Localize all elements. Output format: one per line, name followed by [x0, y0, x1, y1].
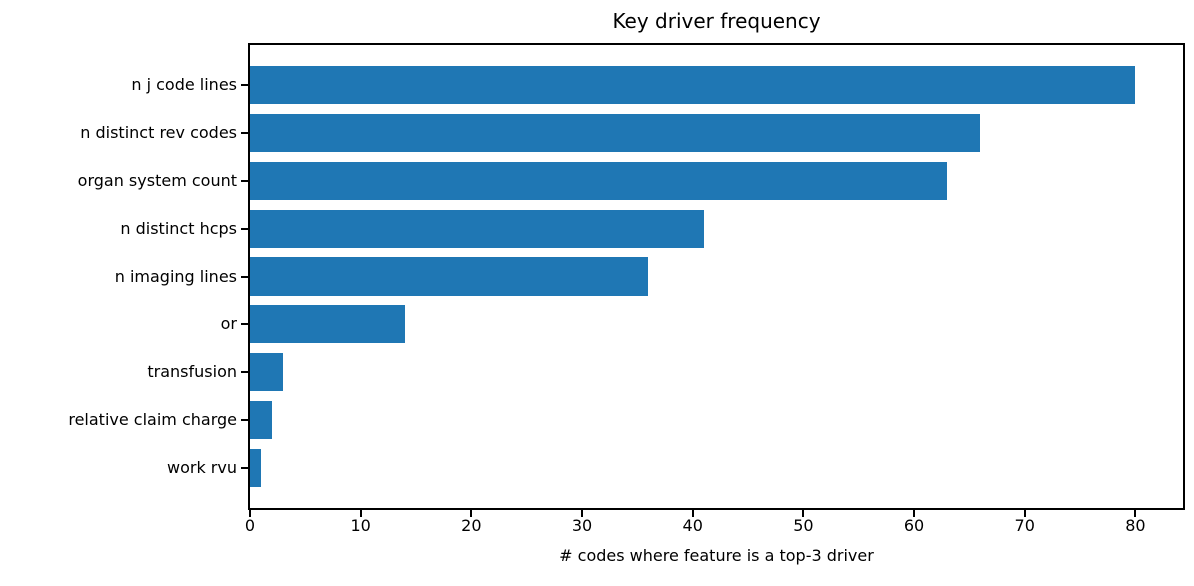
chart-title: Key driver frequency [612, 9, 821, 33]
x-tick-mark [470, 510, 473, 517]
x-tick-label: 80 [1125, 516, 1146, 535]
x-tick-mark [802, 510, 805, 517]
y-tick-mark [241, 84, 248, 87]
bar-n-distinct-rev-codes [250, 113, 981, 153]
x-tick-mark [1023, 510, 1026, 517]
x-tick-mark [359, 510, 362, 517]
bar-n-j-code-lines [250, 66, 1136, 105]
right-spine [1183, 43, 1185, 510]
y-tick-label: n distinct hcps [120, 218, 237, 238]
bar-transfusion [250, 353, 284, 392]
x-tick-mark [581, 510, 584, 517]
bar-n-imaging-lines [250, 257, 649, 296]
y-tick-label: organ system count [77, 170, 237, 190]
x-tick-label: 60 [903, 516, 925, 535]
x-tick-label: 40 [682, 516, 703, 535]
y-tick-label: n distinct rev codes [80, 123, 237, 142]
y-tick-mark [241, 132, 248, 134]
y-tick-label: or [220, 314, 237, 334]
y-tick-mark [241, 179, 248, 182]
x-tick-mark [913, 510, 916, 517]
y-tick-label: relative claim charge [68, 409, 237, 429]
x-tick-mark [249, 510, 251, 517]
x-tick-label: 70 [1014, 516, 1035, 535]
y-tick-label: transfusion [147, 362, 237, 382]
plot-area: n j code lines n distinct rev codes organ … [68, 43, 1185, 535]
y-tick-label: n j code lines [131, 75, 237, 95]
bar-or [250, 305, 405, 344]
y-tick-label: work rvu [167, 457, 237, 477]
y-tick-label: n imaging lines [114, 266, 237, 286]
y-tick-mark [241, 418, 248, 421]
x-axis-label: # codes where feature is a top-3 driver [559, 546, 874, 565]
y-tick-mark [241, 466, 248, 469]
bar-work-rvu [250, 448, 262, 487]
x-tick-label: 10 [350, 516, 371, 535]
x-tick-mark [691, 510, 694, 517]
y-tick-mark [241, 371, 248, 374]
x-tick-label: 30 [571, 516, 593, 535]
bottom-spine [248, 508, 1185, 510]
x-tick-label: 50 [793, 516, 814, 535]
bar-relative-claim-charge [250, 400, 273, 440]
bar-n-distinct-hcps [250, 209, 704, 248]
bar-organ-system-count [250, 161, 948, 200]
x-tick-label: 0 [244, 516, 256, 535]
left-spine [248, 43, 250, 510]
y-tick-mark [241, 323, 248, 326]
x-tick-label: 20 [461, 516, 482, 535]
y-tick-mark [241, 227, 248, 230]
y-tick-mark [241, 275, 248, 278]
top-spine [248, 43, 1185, 45]
x-tick-mark [1134, 510, 1137, 517]
